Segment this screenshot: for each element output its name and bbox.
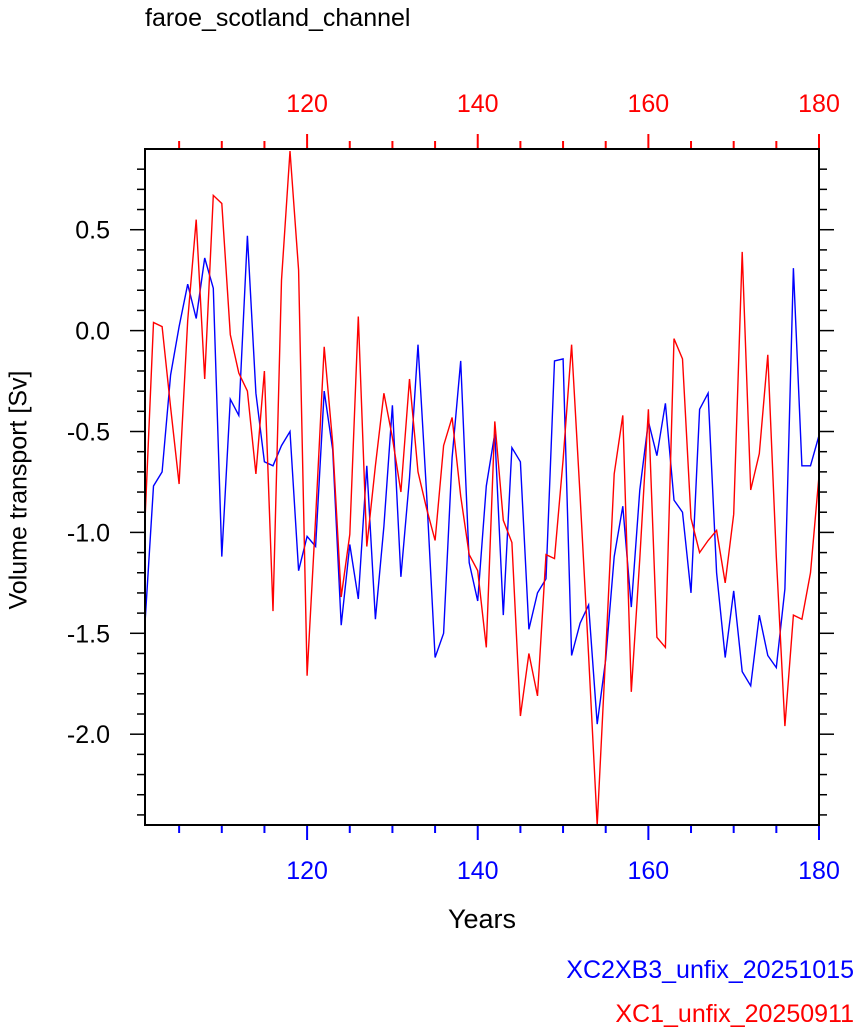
x-tick-label-top: 120 bbox=[286, 90, 328, 118]
x-tick-label-bottom: 160 bbox=[628, 857, 670, 885]
x-tick-label-bottom: 120 bbox=[286, 857, 328, 885]
x-tick-label-bottom: 140 bbox=[457, 857, 499, 885]
y-tick-label: -2.0 bbox=[67, 721, 110, 749]
plot-frame bbox=[144, 148, 820, 826]
series-layer bbox=[144, 150, 820, 826]
x-tick-label-bottom: 180 bbox=[798, 857, 840, 885]
x-tick-label-top: 160 bbox=[628, 90, 670, 118]
x-axis-label: Years bbox=[448, 904, 516, 934]
y-tick-label: -0.5 bbox=[67, 419, 110, 447]
y-tick-label: 0.5 bbox=[75, 217, 110, 245]
y-tick-label: -1.5 bbox=[67, 620, 110, 648]
series-line-0 bbox=[144, 235, 820, 725]
y-tick-label: -1.0 bbox=[67, 519, 110, 547]
x-tick-label-top: 140 bbox=[457, 90, 499, 118]
axis-layer: 120 140 160 180 120 140 160 180 0.5 0.0 -0.5 -1.0 -1… bbox=[67, 90, 840, 934]
series-line-1 bbox=[144, 150, 820, 826]
chart-title: faroe_scotland_channel bbox=[145, 4, 411, 32]
legend-entry-blue: XC2XB3_unfix_20251015 bbox=[566, 956, 854, 984]
y-axis-label: Volume transport [Sv] bbox=[4, 370, 33, 610]
legend-entry-red: XC1_unfix_20250911 bbox=[615, 1000, 854, 1028]
y-tick-label: 0.0 bbox=[75, 318, 110, 346]
x-tick-label-top: 180 bbox=[798, 90, 840, 118]
